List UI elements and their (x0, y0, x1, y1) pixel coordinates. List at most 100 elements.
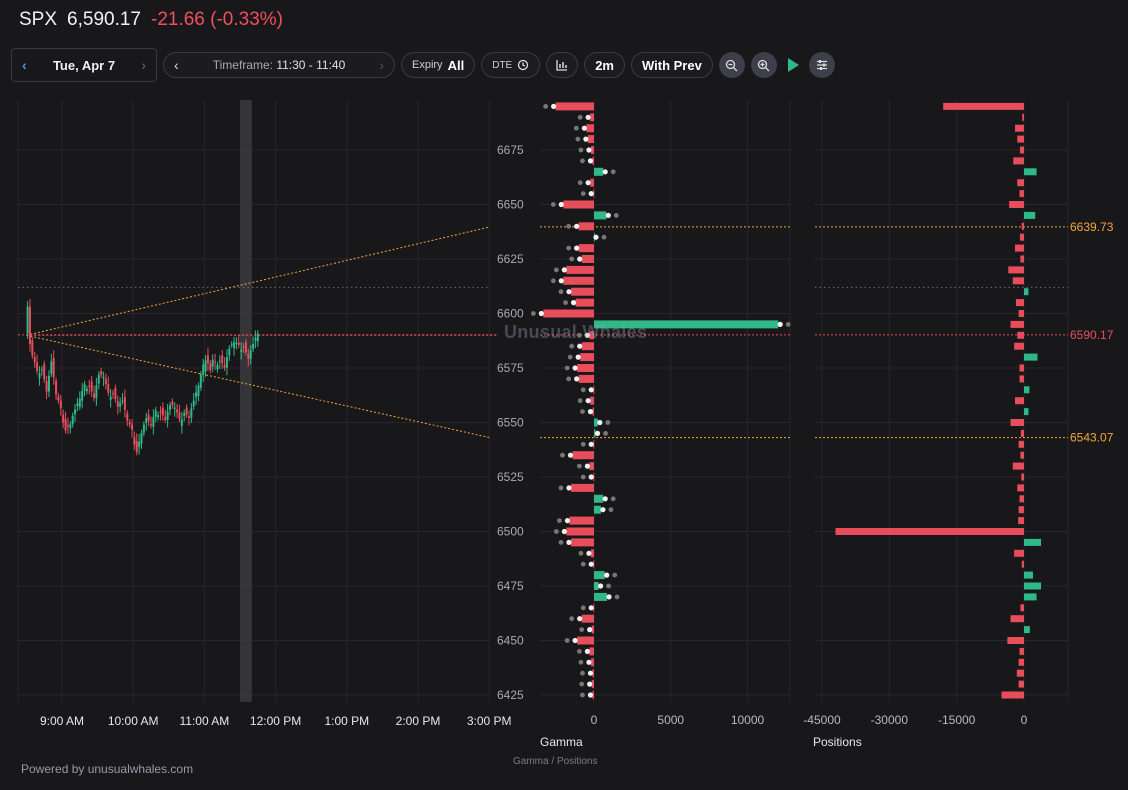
gamma-bar (590, 178, 594, 187)
candle-body (47, 375, 50, 392)
candle-body (74, 409, 77, 415)
gamma-marker (604, 572, 610, 578)
price-axis-label: 6525 (497, 470, 524, 484)
positions-bar (1021, 222, 1024, 230)
gamma-marker (585, 398, 591, 404)
gamma-marker (577, 256, 583, 262)
candle-body (57, 396, 60, 401)
gamma-prev-marker (566, 223, 572, 229)
candle-body (211, 359, 214, 367)
gamma-prev-marker (550, 278, 556, 284)
chevron-right-icon[interactable]: › (141, 57, 146, 73)
candle-body (159, 411, 162, 413)
compare-button[interactable]: With Prev (630, 52, 713, 78)
candle-body (152, 416, 155, 427)
level-price-label: 6543.07 (1070, 431, 1114, 445)
gamma-marker (588, 474, 594, 480)
gamma-bar (594, 592, 608, 601)
zoom-out-button[interactable] (718, 52, 745, 78)
positions-bar (1019, 375, 1024, 383)
gamma-prev-marker (580, 561, 586, 567)
gamma-bar (581, 255, 594, 263)
candle-body (52, 357, 55, 378)
candle-body (50, 361, 53, 374)
gamma-marker (587, 670, 594, 676)
candle-body (40, 369, 43, 371)
gamma-marker (587, 692, 594, 698)
selected-time-window (240, 100, 252, 702)
time-axis-label: 10:00 AM (107, 714, 159, 728)
candle-body (66, 425, 69, 427)
zoom-in-button[interactable] (750, 52, 777, 78)
interval-button[interactable]: 2m (584, 52, 625, 78)
gamma-marker (588, 605, 594, 611)
gamma-marker (588, 387, 594, 393)
gamma-prev-marker (557, 518, 562, 523)
gamma-prev-marker (578, 147, 584, 153)
expiry-selector[interactable]: Expiry All (401, 52, 476, 78)
candle-body (199, 374, 202, 388)
candle-body (104, 378, 107, 385)
candle-body (95, 385, 98, 399)
settings-button[interactable] (808, 52, 835, 78)
positions-bar (1007, 637, 1024, 644)
timeframe-prev-icon[interactable]: ‹ (174, 57, 179, 73)
positions-bar (1024, 353, 1038, 361)
candle-body (218, 360, 221, 362)
zoom-out-icon (726, 59, 738, 71)
gamma-bar (592, 407, 594, 416)
candle-body (26, 306, 29, 334)
dte-button[interactable]: DTE (481, 52, 541, 78)
toolbar: ‹ Tue, Apr 7 › ‹ Timeframe: 11:30 - 11:4… (11, 47, 835, 83)
gamma-prev-marker (563, 300, 568, 305)
price-axis-label: 6475 (497, 579, 524, 593)
gamma-bar (589, 462, 594, 471)
gamma-marker (587, 681, 593, 687)
candle-body (33, 357, 36, 363)
positions-bar (1024, 168, 1037, 176)
gamma-bar (591, 680, 594, 689)
gamma-prev-marker (553, 529, 559, 534)
gamma-bar (578, 244, 594, 253)
candle-body (192, 400, 195, 407)
gamma-bar (594, 418, 598, 427)
candle-body (249, 350, 252, 359)
positions-bar (1018, 517, 1024, 525)
positions-bar (1013, 157, 1024, 165)
candle-body (36, 362, 39, 372)
positions-bar (1020, 451, 1024, 459)
chart-type-button[interactable] (546, 52, 579, 78)
gamma-marker (561, 267, 567, 273)
date-selector[interactable]: ‹ Tue, Apr 7 › (11, 48, 157, 82)
timeframe-selector[interactable]: ‹ Timeframe: 11:30 - 11:40 › (163, 52, 395, 78)
gamma-marker (585, 114, 591, 120)
positions-bar (943, 102, 1024, 110)
gamma-bar (570, 483, 594, 492)
chevron-left-icon[interactable]: ‹ (22, 57, 27, 73)
candle-body (45, 381, 48, 392)
gamma-bar (592, 669, 594, 678)
gamma-axis-label: 5000 (657, 713, 684, 727)
timeframe-label: Timeframe: (212, 58, 273, 72)
candle-body (78, 398, 81, 407)
watermark: Unusual Whales (504, 322, 648, 342)
gamma-marker (584, 648, 590, 655)
gamma-prev-marker (578, 550, 584, 556)
positions-bar (1018, 680, 1024, 688)
gamma-prev-marker (530, 311, 536, 316)
candle-body (164, 417, 167, 420)
play-button[interactable] (783, 52, 803, 78)
gamma-marker (594, 430, 601, 436)
timeframe-next-icon[interactable]: › (379, 57, 384, 73)
candle-body (171, 401, 174, 406)
gamma-bar (590, 113, 594, 122)
current-price-label: 6590.17 (1070, 328, 1114, 342)
candle-body (190, 408, 193, 418)
gamma-marker (558, 278, 564, 284)
gamma-prev-marker (601, 234, 607, 240)
gamma-prev-marker (580, 441, 586, 447)
projection-cone-line (26, 334, 491, 439)
candle-body (206, 355, 209, 364)
ticker-header: SPX 6,590.17 -21.66 (-0.33%) (19, 9, 283, 31)
